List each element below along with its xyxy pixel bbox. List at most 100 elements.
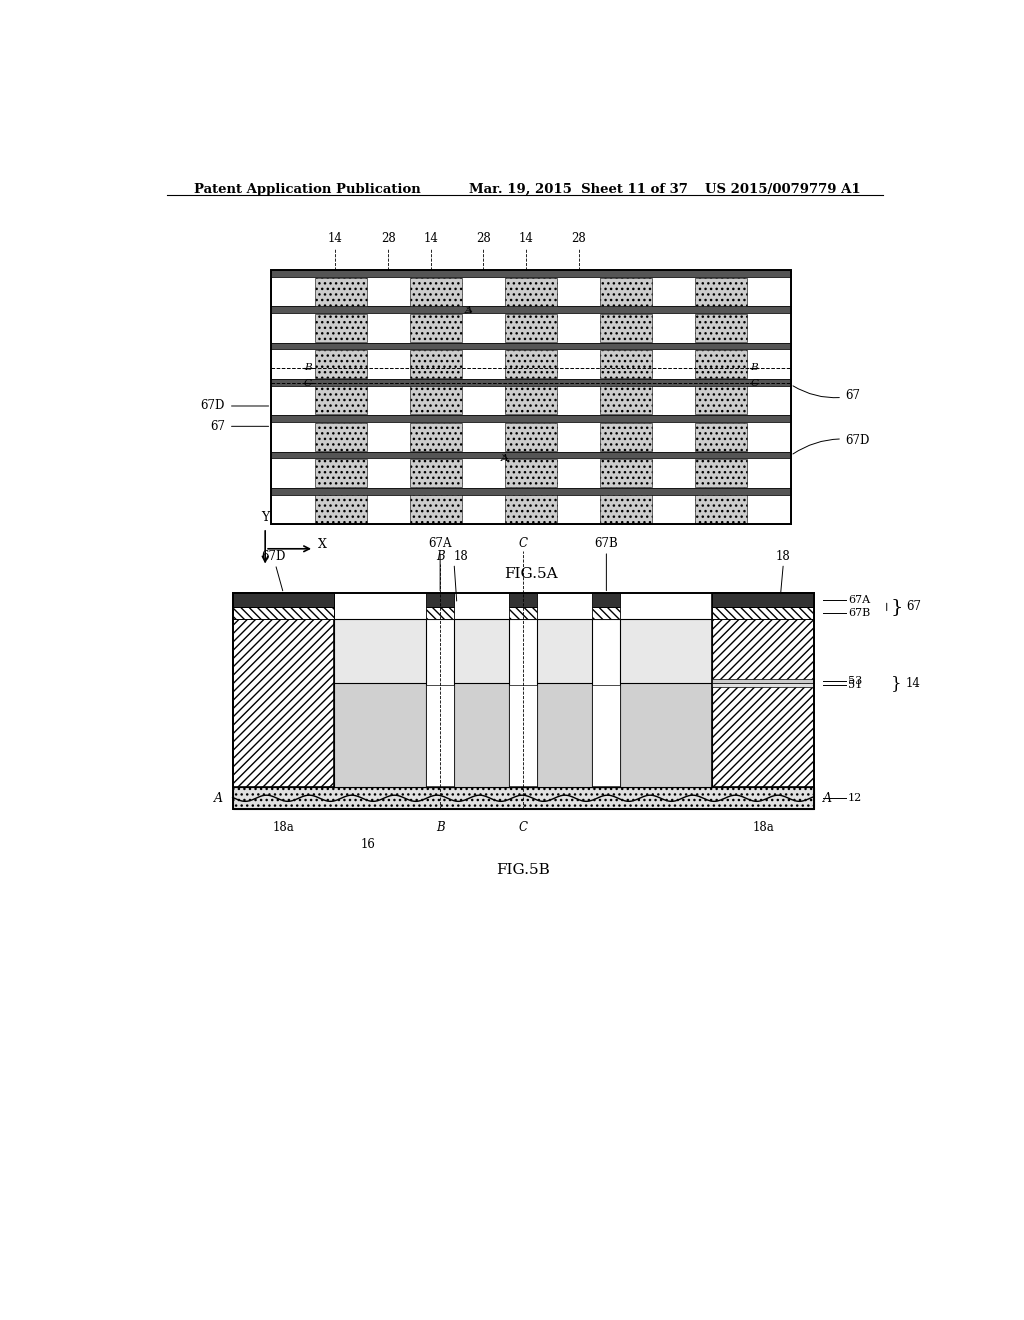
Text: A: A [502,454,509,462]
Bar [695,314,748,342]
Text: }: } [891,598,903,616]
Bar [426,607,454,619]
Bar [426,594,454,607]
Bar [271,271,791,524]
Text: 67A: 67A [848,595,870,606]
Text: US 2015/0079779 A1: US 2015/0079779 A1 [705,183,860,197]
Text: C: C [304,379,311,388]
Bar [271,458,791,488]
Text: C: C [519,821,527,834]
Bar [271,385,791,416]
Bar [712,594,814,607]
Text: FIG.5B: FIG.5B [497,863,550,876]
Text: 14: 14 [518,232,534,246]
Bar [593,594,621,607]
Text: B: B [304,363,311,372]
Text: 67D: 67D [793,434,869,454]
Bar [695,422,748,451]
Text: X: X [317,537,327,550]
Text: 53: 53 [848,676,862,686]
Text: B: B [436,549,444,562]
Bar [271,495,791,524]
Bar [232,788,814,809]
Bar [509,619,538,788]
Bar [509,685,538,785]
Bar [314,314,367,342]
Bar [695,277,748,306]
Bar [314,387,367,414]
Text: 28: 28 [381,232,395,246]
Bar [314,350,367,379]
Bar [600,350,652,379]
Bar [410,350,462,379]
Text: B: B [751,363,758,372]
Bar [271,379,791,385]
Bar [271,350,791,379]
Bar [505,350,557,379]
Bar [335,684,712,788]
Text: 67B: 67B [848,609,870,618]
Bar [505,387,557,414]
Bar [410,422,462,451]
Bar [410,495,462,524]
Bar [271,416,791,422]
Bar [505,495,557,524]
Bar [335,619,712,684]
Text: 67A: 67A [428,536,452,549]
Bar [271,277,791,306]
Text: }: } [891,675,901,692]
Text: 28: 28 [571,232,586,246]
Bar [509,594,538,607]
Bar [695,350,748,379]
Text: 18: 18 [454,549,469,562]
Bar [600,459,652,487]
Bar [593,619,621,788]
Bar [695,459,748,487]
Text: 67: 67 [210,420,225,433]
Bar [271,451,791,458]
Text: 18: 18 [776,549,791,562]
Bar [314,422,367,451]
Text: 12: 12 [848,793,862,804]
Bar [600,495,652,524]
Bar [232,594,814,809]
Bar [314,459,367,487]
Bar [695,387,748,414]
Text: 67: 67 [906,601,922,614]
Text: Y: Y [261,511,269,524]
Text: 51: 51 [848,680,862,690]
Text: FIG.5A: FIG.5A [504,566,558,581]
Bar [271,343,791,350]
Text: Mar. 19, 2015  Sheet 11 of 37: Mar. 19, 2015 Sheet 11 of 37 [469,183,688,197]
Bar [335,619,712,788]
Bar [593,685,621,785]
Bar [314,495,367,524]
Text: A: A [823,792,833,805]
Bar [271,271,791,277]
Bar [505,422,557,451]
Text: C: C [751,379,759,388]
Text: 67: 67 [793,385,860,403]
Bar [505,314,557,342]
Text: A: A [214,792,223,805]
Bar [600,277,652,306]
Bar [505,277,557,306]
Text: 28: 28 [476,232,490,246]
Bar [505,459,557,487]
Text: 67B: 67B [595,536,618,549]
Bar [600,422,652,451]
Bar [271,306,791,313]
Text: Patent Application Publication: Patent Application Publication [194,183,421,197]
Bar [232,594,335,607]
Text: C: C [519,536,527,549]
Bar [410,459,462,487]
Text: 14: 14 [906,677,921,690]
Text: 14: 14 [423,232,438,246]
Text: 18a: 18a [272,821,294,834]
Text: 67D: 67D [201,400,225,412]
Bar [410,387,462,414]
Text: 18a: 18a [753,821,774,834]
Text: 16: 16 [360,838,376,850]
Bar [509,607,538,619]
Bar [410,314,462,342]
